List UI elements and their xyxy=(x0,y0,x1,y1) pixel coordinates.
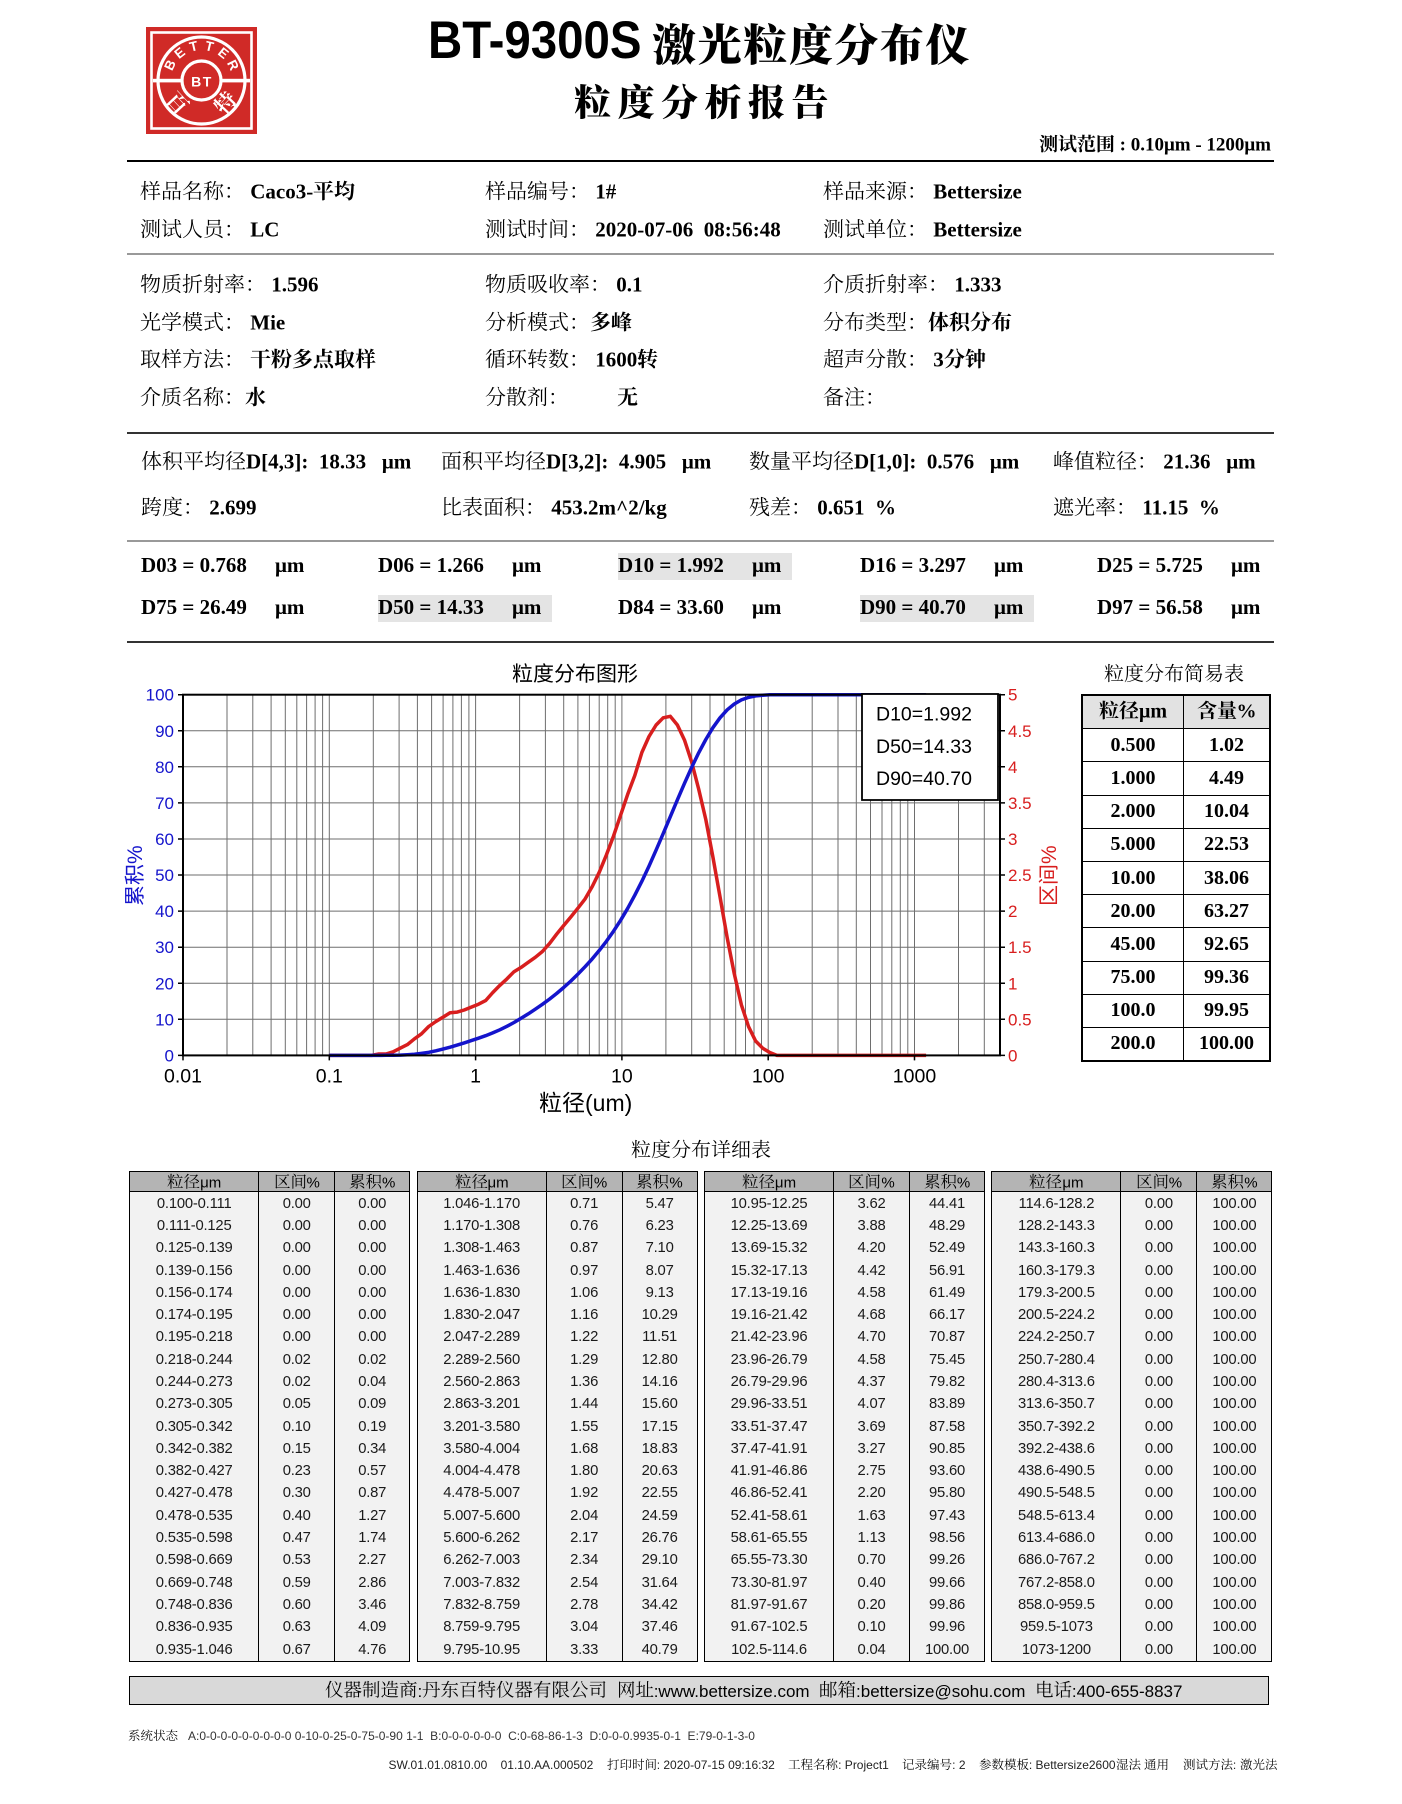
svg-text:1: 1 xyxy=(1008,974,1017,993)
svg-text:1000: 1000 xyxy=(893,1065,937,1087)
svg-text:0.1: 0.1 xyxy=(316,1065,343,1087)
svg-text:D50=14.33: D50=14.33 xyxy=(876,736,972,758)
svg-text:0: 0 xyxy=(165,1046,174,1065)
svg-text:70: 70 xyxy=(155,794,174,813)
svg-text:%: % xyxy=(1038,845,1061,864)
svg-text:0: 0 xyxy=(1008,1046,1017,1065)
svg-text:D10=1.992: D10=1.992 xyxy=(876,704,972,726)
svg-text:%: % xyxy=(124,845,147,864)
svg-text:0.01: 0.01 xyxy=(164,1065,202,1087)
svg-text:0.5: 0.5 xyxy=(1008,1010,1032,1029)
svg-text:50: 50 xyxy=(155,866,174,885)
svg-text:4.5: 4.5 xyxy=(1008,722,1032,741)
svg-text:40: 40 xyxy=(155,902,174,921)
svg-text:20: 20 xyxy=(155,974,174,993)
svg-text:2: 2 xyxy=(1008,902,1017,921)
svg-text:3: 3 xyxy=(1008,830,1017,849)
svg-text:60: 60 xyxy=(155,830,174,849)
svg-text:80: 80 xyxy=(155,758,174,777)
svg-text:1.5: 1.5 xyxy=(1008,938,1032,957)
svg-text:2.5: 2.5 xyxy=(1008,866,1032,885)
svg-text:30: 30 xyxy=(155,938,174,957)
svg-text:10: 10 xyxy=(611,1065,633,1087)
svg-text:(um): (um) xyxy=(585,1090,632,1116)
svg-text:10: 10 xyxy=(155,1010,174,1029)
svg-text:5: 5 xyxy=(1008,686,1017,705)
svg-text:4: 4 xyxy=(1008,758,1017,777)
svg-text:BT: BT xyxy=(191,74,213,90)
svg-text:1: 1 xyxy=(470,1065,481,1087)
svg-text:90: 90 xyxy=(155,722,174,741)
svg-text:D90=40.70: D90=40.70 xyxy=(876,768,972,790)
svg-text:100: 100 xyxy=(146,686,174,705)
svg-text:3.5: 3.5 xyxy=(1008,794,1032,813)
svg-text:100: 100 xyxy=(752,1065,785,1087)
